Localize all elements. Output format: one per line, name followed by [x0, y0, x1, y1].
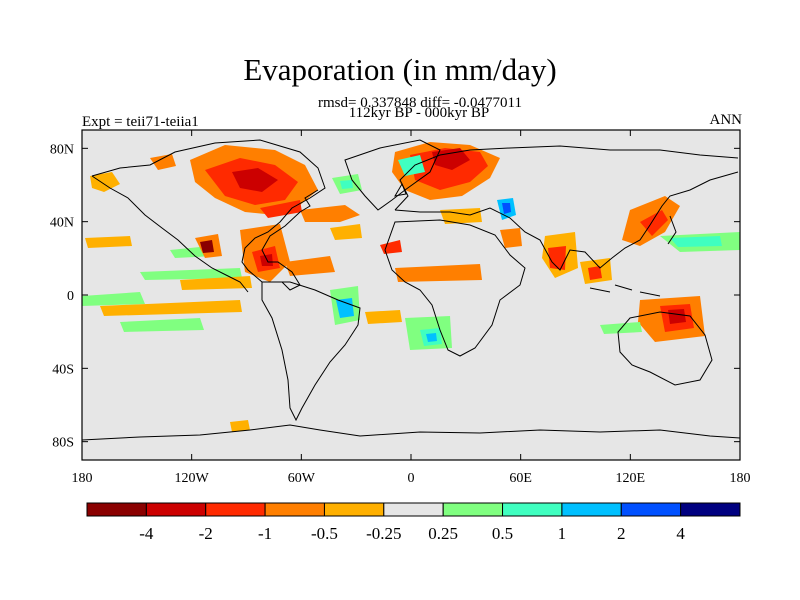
- coastlines: [82, 139, 740, 441]
- coast-south-america: [261, 281, 361, 422]
- anomaly-mexico-dark: [200, 240, 214, 253]
- coast-indonesia: [589, 284, 661, 297]
- anomaly-gulf-stream: [260, 200, 302, 218]
- season-label: ANN: [709, 112, 743, 128]
- lon-tick-label: 180: [730, 471, 751, 486]
- anomaly-norwegian-cyan: [398, 155, 425, 176]
- anomaly-tropical-atlantic-2: [395, 264, 482, 282]
- colorbar-label: 4: [676, 524, 685, 543]
- anomaly-eq-pacific-green-2: [120, 318, 204, 332]
- colorbar-label: -2: [199, 524, 213, 543]
- anomaly-southern-ocean: [230, 420, 250, 432]
- anomaly-south-atlantic-amber: [365, 310, 402, 324]
- anomaly-north-atlantic: [300, 205, 360, 222]
- anomaly-north-atlantic-amber: [330, 224, 362, 240]
- colorbar-swatch: [561, 502, 622, 517]
- coast-antarctica: [82, 424, 740, 441]
- colorbar-label: 2: [617, 524, 626, 543]
- anomaly-nw-pacific-cyan: [670, 236, 722, 247]
- anomaly-tropical-atlantic: [285, 256, 335, 276]
- colorbar-swatch: [502, 502, 563, 517]
- colorbar-label: -4: [139, 524, 154, 543]
- anomaly-eq-pacific-green: [82, 292, 145, 306]
- longitude-ticks: 180 120W 60W 0 60E 120E 180: [72, 130, 751, 486]
- colorbar: -4 -2 -1 -0.5 -0.25 0.25 0.5 1 2 4: [86, 502, 741, 543]
- colorbar-label: 1: [558, 524, 567, 543]
- lon-tick-label: 180: [72, 471, 93, 486]
- colorbar-swatch: [383, 502, 444, 517]
- colorbar-swatch: [205, 502, 266, 517]
- anomaly-mideast: [500, 228, 522, 248]
- anomaly-canada-dark: [232, 168, 278, 192]
- lon-tick-label: 120E: [616, 471, 646, 486]
- lon-tick-label: 60W: [288, 471, 316, 486]
- colorbar-swatch: [620, 502, 682, 517]
- colorbar-swatch: [680, 502, 741, 517]
- map-subtitle: 112kyr BP - 000kyr BP: [348, 105, 490, 121]
- lon-tick-label: 60E: [509, 471, 532, 486]
- anomaly-new-guinea-dark: [668, 309, 686, 324]
- lat-tick-label: 80N: [50, 142, 74, 157]
- coast-north-america: [91, 139, 326, 293]
- anomaly-india-red: [548, 246, 566, 270]
- stats-line: rmsd= 0.337848 diff= -0.0477011: [318, 95, 522, 111]
- colorbar-label: -0.5: [311, 524, 338, 543]
- anomaly-mediterranean: [440, 208, 482, 224]
- anomaly-eq-pacific-amber: [100, 300, 242, 316]
- experiment-label: Expt = teii71-teiia1: [82, 114, 199, 130]
- lat-tick-label: 40S: [52, 362, 74, 377]
- coast-uk: [394, 182, 407, 197]
- coast-japan: [667, 215, 677, 245]
- lon-tick-label: 120W: [175, 471, 210, 486]
- colorbar-swatch: [145, 502, 207, 517]
- coast-africa: [384, 219, 526, 357]
- anomaly-south-atlantic-blue: [426, 333, 437, 342]
- anomaly-pacific-north-amber: [85, 236, 132, 248]
- anomaly-labrador-cyan: [340, 180, 353, 189]
- latitude-ticks: 80N 40N 0 40S 80S: [50, 142, 740, 451]
- anomaly-alaska: [90, 172, 120, 192]
- colorbar-swatch: [442, 502, 504, 517]
- colorbar-swatch: [323, 502, 385, 517]
- anomaly-caspian-inner: [502, 203, 511, 214]
- anomaly-barents-dark: [432, 148, 470, 170]
- anomaly-maritime-red: [588, 266, 602, 280]
- colorbar-swatch: [86, 502, 147, 517]
- anomaly-pacific-band-green: [140, 268, 242, 280]
- colorbar-label: -1: [258, 524, 272, 543]
- colorbar-swatch: [264, 502, 325, 517]
- anomaly-brazil-cyan: [336, 298, 354, 318]
- colorbar-label: 0.25: [428, 524, 458, 543]
- lat-tick-label: 40N: [50, 216, 74, 231]
- lat-tick-label: 80S: [52, 436, 74, 451]
- colorbar-label: -0.25: [366, 524, 401, 543]
- anomaly-bering: [150, 154, 176, 170]
- lat-tick-label: 0: [67, 289, 74, 304]
- coast-australia: [617, 311, 713, 386]
- lon-tick-label: 0: [408, 471, 415, 486]
- map-title: Evaporation (in mm/day): [243, 52, 557, 87]
- coast-eurasia: [394, 145, 739, 271]
- colorbar-label: 0.5: [492, 524, 513, 543]
